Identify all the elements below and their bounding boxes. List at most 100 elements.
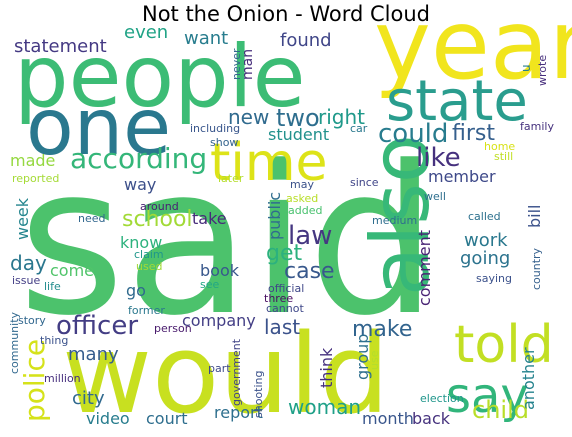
chart-title: Not the Onion - Word Cloud xyxy=(141,2,430,26)
word-two: two xyxy=(276,104,320,132)
word-car: car xyxy=(350,122,368,135)
word-work: work xyxy=(464,230,508,251)
word-used: used xyxy=(136,260,162,273)
word-right: right xyxy=(318,105,365,129)
word-show: show xyxy=(210,136,238,149)
word-comment: comment xyxy=(415,230,434,306)
word-election: election xyxy=(420,392,464,405)
word-school: school xyxy=(122,207,193,232)
word-think: think xyxy=(317,347,336,388)
word-one: one xyxy=(26,83,171,173)
word-could: could xyxy=(378,119,448,149)
word-never: never xyxy=(230,48,243,80)
word-year: year xyxy=(374,0,572,101)
word-also: also xyxy=(354,134,447,296)
word-police: police xyxy=(18,339,51,422)
word-including: including xyxy=(190,122,240,135)
word-called: called xyxy=(468,210,501,223)
word-well: well xyxy=(424,190,446,203)
word-story: story xyxy=(18,314,46,327)
word-know: know xyxy=(120,233,162,252)
word-even: even xyxy=(124,22,168,43)
word-family: family xyxy=(520,120,554,133)
word-state: state xyxy=(386,69,528,134)
word-child: child xyxy=(472,396,529,424)
word-life: life xyxy=(44,280,61,293)
word-time: time xyxy=(210,133,327,193)
word-community: community xyxy=(8,311,21,374)
word-wrote: wrote xyxy=(536,55,549,86)
word-reported: reported xyxy=(12,172,59,185)
word-go: go xyxy=(126,281,146,300)
word-week: week xyxy=(13,197,32,240)
word-company: company xyxy=(182,311,256,330)
word-another: another xyxy=(519,347,538,410)
word-government: government xyxy=(230,338,243,406)
word-shooting: shooting xyxy=(252,371,265,419)
word-found: found xyxy=(280,30,332,51)
word-say: say xyxy=(446,368,529,424)
word-people: people xyxy=(14,27,306,127)
word-u: u xyxy=(519,64,533,72)
word-bill: bill xyxy=(525,205,544,229)
word-still: still xyxy=(494,150,513,163)
word-may: may xyxy=(290,178,314,191)
word-told: told xyxy=(454,315,554,375)
word-cannot: cannot xyxy=(266,302,304,315)
word-book: book xyxy=(200,261,240,280)
word-many: many xyxy=(68,344,119,365)
word-case: case xyxy=(284,259,335,284)
word-way: way xyxy=(124,175,156,194)
word-woman: woman xyxy=(288,395,361,419)
word-last: last xyxy=(264,315,300,339)
word-since: since xyxy=(350,176,379,189)
word-need: need xyxy=(78,212,106,225)
word-public: public xyxy=(265,192,284,240)
word-around: around xyxy=(140,200,179,213)
word-said: said xyxy=(18,123,438,361)
word-new: new xyxy=(228,105,269,129)
word-thing: thing xyxy=(40,334,68,347)
word-statement: statement xyxy=(14,36,107,57)
word-back: back xyxy=(412,409,451,428)
word-going: going xyxy=(460,248,510,269)
word-video: video xyxy=(86,409,130,428)
word-make: make xyxy=(352,317,412,342)
word-saying: saying xyxy=(476,272,512,285)
word-asked: asked xyxy=(286,192,318,205)
word-take: take xyxy=(192,209,227,228)
word-officer: officer xyxy=(56,311,138,341)
word-court: court xyxy=(146,409,188,428)
word-law: law xyxy=(288,221,332,251)
word-million: million xyxy=(44,372,81,385)
word-want: want xyxy=(184,28,228,49)
word-three: three xyxy=(264,292,293,305)
word-city: city xyxy=(72,388,105,409)
word-person: person xyxy=(154,322,192,335)
word-man: man xyxy=(240,49,256,80)
word-like: like xyxy=(416,143,461,173)
word-get: get xyxy=(266,241,303,266)
word-claim: claim xyxy=(134,248,164,261)
word-student: student xyxy=(268,125,329,144)
word-would: would xyxy=(62,310,389,437)
word-country: country xyxy=(530,247,543,290)
word-later: later xyxy=(218,172,244,185)
word-month: month xyxy=(362,409,414,428)
word-first: first xyxy=(452,121,495,146)
word-report: report xyxy=(214,403,263,422)
word-part: part xyxy=(208,362,231,375)
word-made: made xyxy=(10,151,55,170)
word-home: home xyxy=(484,140,515,153)
word-added: added xyxy=(288,204,322,217)
word-issue: issue xyxy=(12,274,40,287)
word-medium: medium xyxy=(372,214,417,227)
word-according: according xyxy=(70,142,207,175)
word-member: member xyxy=(428,167,496,186)
word-use: use xyxy=(368,350,381,370)
word-day: day xyxy=(10,251,47,275)
word-official: official xyxy=(268,282,304,295)
word-come: come xyxy=(50,261,94,280)
word-see: see xyxy=(200,278,219,291)
